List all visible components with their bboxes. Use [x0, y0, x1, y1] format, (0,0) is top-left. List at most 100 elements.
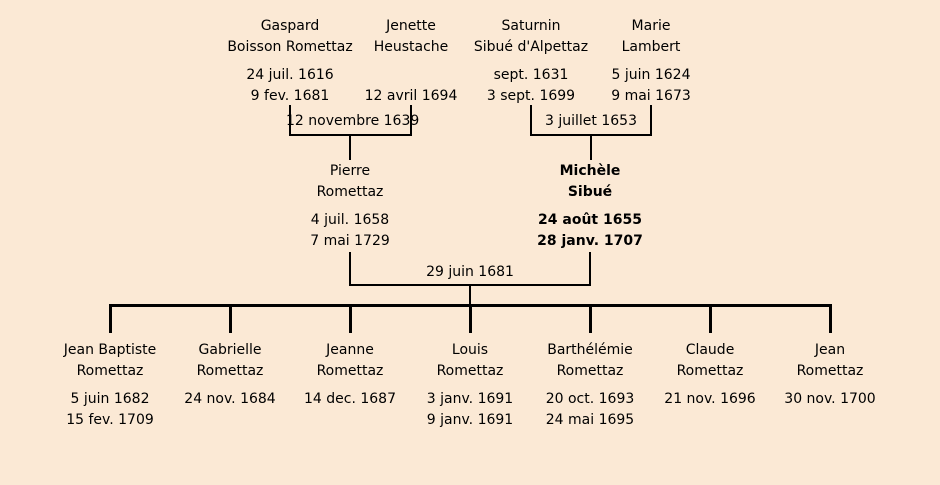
person-given-name: Gaspard — [260, 18, 320, 34]
death-date — [760, 410, 900, 431]
connector-marriage2-bottom — [530, 134, 652, 136]
person-node-jenette: Jenette Heustache 12 avril 1694 — [341, 16, 481, 107]
person-node-marie: Marie Lambert 5 juin 1624 9 mai 1673 — [581, 16, 721, 107]
connector-drop-gabrielle — [229, 304, 232, 333]
connector-gaspard-down — [289, 105, 291, 136]
birth-date: 24 juil. 1616 — [246, 67, 334, 83]
death-date: 9 janv. 1691 — [426, 412, 514, 428]
connector-marriage3-bottom — [349, 284, 591, 286]
person-given-name: Jean — [814, 342, 846, 358]
connector-pierre-down — [349, 252, 351, 286]
person-surname: Sibué d'Alpettaz — [473, 39, 589, 55]
death-date: 12 avril 1694 — [364, 88, 458, 104]
person-dates: 14 dec. 1687 — [280, 389, 420, 431]
birth-date: 5 juin 1682 — [70, 391, 150, 407]
connector-marriage1-bottom — [289, 134, 412, 136]
person-node-michele: Michèle Sibué 24 août 1655 28 janv. 1707 — [520, 161, 660, 252]
person-dates: 12 avril 1694 — [341, 65, 481, 107]
person-given-name: Pierre — [329, 163, 371, 179]
person-given-name: Jeanne — [326, 342, 374, 358]
death-date: 9 fev. 1681 — [250, 88, 330, 104]
person-node-jean-baptiste: Jean Baptiste Romettaz 5 juin 1682 15 fe… — [40, 340, 180, 431]
person-given-name: Marie — [631, 18, 671, 34]
death-date: 24 mai 1695 — [545, 412, 635, 428]
death-date: 9 mai 1673 — [611, 88, 691, 104]
person-surname: Romettaz — [796, 363, 864, 379]
birth-date: 4 juil. 1658 — [310, 212, 390, 228]
birth-date: 21 nov. 1696 — [664, 391, 756, 407]
person-surname: Romettaz — [316, 363, 384, 379]
person-surname: Romettaz — [676, 363, 744, 379]
person-dates: 3 janv. 1691 9 janv. 1691 — [400, 389, 540, 431]
connector-marriage2-to-michele — [590, 136, 592, 160]
birth-date: 5 juin 1624 — [611, 67, 691, 83]
person-dates: 4 juil. 1658 7 mai 1729 — [280, 210, 420, 252]
death-date: 3 sept. 1699 — [486, 88, 576, 104]
person-dates: sept. 1631 3 sept. 1699 — [461, 65, 601, 107]
death-date — [280, 410, 420, 431]
person-surname: Sibué — [567, 184, 613, 200]
person-dates: 24 nov. 1684 — [160, 389, 300, 431]
person-node-claude: Claude Romettaz 21 nov. 1696 — [640, 340, 780, 431]
connector-saturnin-down — [530, 105, 532, 136]
person-surname: Romettaz — [76, 363, 144, 379]
person-dates: 21 nov. 1696 — [640, 389, 780, 431]
connector-drop-jeanne — [349, 304, 352, 333]
person-surname: Romettaz — [436, 363, 504, 379]
person-node-barthelemie: Barthélémie Romettaz 20 oct. 1693 24 mai… — [520, 340, 660, 431]
marriage-date-1681: 29 juin 1681 — [426, 264, 514, 280]
person-surname: Romettaz — [196, 363, 264, 379]
person-dates: 20 oct. 1693 24 mai 1695 — [520, 389, 660, 431]
person-dates: 24 juil. 1616 9 fev. 1681 — [220, 65, 360, 107]
connector-drop-louis — [469, 304, 472, 333]
person-given-name: Claude — [685, 342, 735, 358]
person-dates: 5 juin 1682 15 fev. 1709 — [40, 389, 180, 431]
person-dates: 5 juin 1624 9 mai 1673 — [581, 65, 721, 107]
person-given-name: Barthélémie — [547, 342, 633, 358]
death-date — [640, 410, 780, 431]
person-surname: Romettaz — [316, 184, 384, 200]
person-node-gabrielle: Gabrielle Romettaz 24 nov. 1684 — [160, 340, 300, 431]
person-node-gaspard: Gaspard Boisson Romettaz 24 juil. 1616 9… — [220, 16, 360, 107]
person-given-name: Gabrielle — [198, 342, 262, 358]
death-date: 15 fev. 1709 — [66, 412, 154, 428]
birth-date: 24 août 1655 — [538, 212, 642, 228]
birth-date: 3 janv. 1691 — [426, 391, 514, 407]
person-given-name: Jean Baptiste — [63, 342, 157, 358]
person-node-pierre: Pierre Romettaz 4 juil. 1658 7 mai 1729 — [280, 161, 420, 252]
connector-drop-claude — [709, 304, 712, 333]
connector-jenette-down — [410, 105, 412, 136]
person-given-name: Michèle — [559, 163, 621, 179]
connector-marie-down — [650, 105, 652, 136]
connector-marriage1-to-pierre — [349, 136, 351, 160]
death-date: 28 janv. 1707 — [537, 233, 643, 249]
connector-marriage3-to-children — [469, 286, 471, 306]
birth-date: 30 nov. 1700 — [784, 391, 876, 407]
person-node-jean: Jean Romettaz 30 nov. 1700 — [760, 340, 900, 431]
birth-date — [341, 65, 481, 86]
connector-drop-jean-baptiste — [109, 304, 112, 333]
person-dates: 24 août 1655 28 janv. 1707 — [520, 210, 660, 252]
birth-date: sept. 1631 — [493, 67, 569, 83]
death-date — [160, 410, 300, 431]
person-dates: 30 nov. 1700 — [760, 389, 900, 431]
marriage-date-1653: 3 juillet 1653 — [545, 113, 637, 129]
person-node-saturnin: Saturnin Sibué d'Alpettaz sept. 1631 3 s… — [461, 16, 601, 107]
person-given-name: Saturnin — [501, 18, 561, 34]
birth-date: 14 dec. 1687 — [304, 391, 396, 407]
person-surname: Romettaz — [556, 363, 624, 379]
person-surname: Boisson Romettaz — [227, 39, 353, 55]
death-date: 7 mai 1729 — [310, 233, 390, 249]
connector-michele-down — [589, 252, 591, 286]
person-node-jeanne: Jeanne Romettaz 14 dec. 1687 — [280, 340, 420, 431]
person-node-louis: Louis Romettaz 3 janv. 1691 9 janv. 1691 — [400, 340, 540, 431]
person-surname: Heustache — [373, 39, 449, 55]
person-surname: Lambert — [621, 39, 681, 55]
birth-date: 24 nov. 1684 — [184, 391, 276, 407]
birth-date: 20 oct. 1693 — [545, 391, 635, 407]
marriage-date-1639: 12 novembre 1639 — [286, 113, 420, 129]
person-given-name: Jenette — [386, 18, 436, 34]
person-given-name: Louis — [451, 342, 489, 358]
connector-drop-jean — [829, 304, 832, 333]
